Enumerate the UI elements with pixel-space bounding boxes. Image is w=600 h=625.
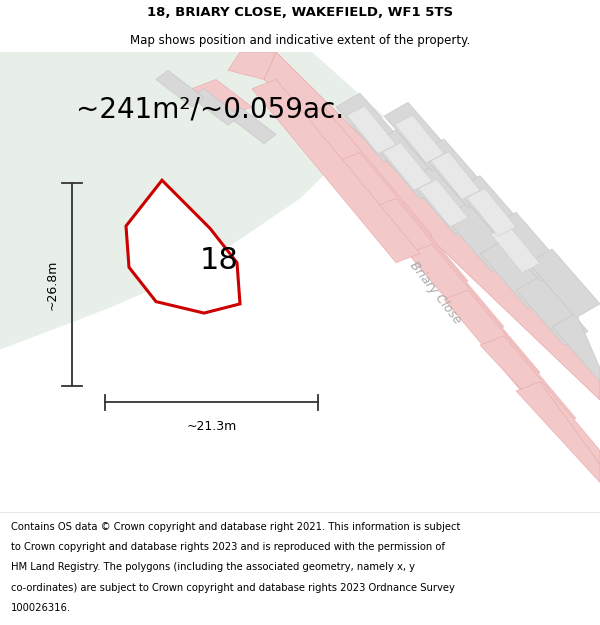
Polygon shape — [491, 225, 540, 272]
Text: Briary Close: Briary Close — [407, 259, 463, 326]
Polygon shape — [372, 130, 444, 199]
Polygon shape — [408, 244, 540, 382]
Polygon shape — [456, 176, 528, 244]
Polygon shape — [431, 152, 480, 199]
Polygon shape — [383, 142, 432, 191]
Polygon shape — [395, 115, 444, 163]
Polygon shape — [516, 382, 600, 482]
Polygon shape — [192, 79, 252, 116]
Polygon shape — [347, 106, 396, 154]
Text: 100026316.: 100026316. — [11, 603, 71, 613]
Polygon shape — [516, 276, 588, 345]
Polygon shape — [228, 52, 276, 79]
Polygon shape — [264, 52, 600, 400]
Polygon shape — [126, 180, 240, 313]
Polygon shape — [0, 52, 384, 350]
Polygon shape — [420, 139, 492, 208]
Text: HM Land Registry. The polygons (including the associated geometry, namely x, y: HM Land Registry. The polygons (includin… — [11, 562, 415, 572]
Polygon shape — [156, 71, 204, 107]
Polygon shape — [552, 313, 600, 382]
Polygon shape — [480, 240, 552, 309]
Polygon shape — [252, 79, 420, 262]
Text: Map shows position and indicative extent of the property.: Map shows position and indicative extent… — [130, 34, 470, 47]
Polygon shape — [444, 203, 516, 272]
Polygon shape — [492, 213, 564, 281]
Polygon shape — [444, 290, 576, 428]
Text: Contains OS data © Crown copyright and database right 2021. This information is : Contains OS data © Crown copyright and d… — [11, 521, 460, 531]
Text: ~26.8m: ~26.8m — [46, 259, 59, 309]
Text: ~241m²/~0.059ac.: ~241m²/~0.059ac. — [76, 95, 344, 123]
Polygon shape — [528, 249, 600, 318]
Polygon shape — [336, 93, 408, 162]
Polygon shape — [228, 107, 276, 144]
Text: co-ordinates) are subject to Crown copyright and database rights 2023 Ordnance S: co-ordinates) are subject to Crown copyr… — [11, 583, 455, 593]
Polygon shape — [372, 199, 504, 336]
Text: to Crown copyright and database rights 2023 and is reproduced with the permissio: to Crown copyright and database rights 2… — [11, 542, 445, 552]
Polygon shape — [419, 179, 468, 227]
Polygon shape — [480, 336, 600, 473]
Polygon shape — [467, 189, 516, 236]
Text: 18, BRIARY CLOSE, WAKEFIELD, WF1 5TS: 18, BRIARY CLOSE, WAKEFIELD, WF1 5TS — [147, 6, 453, 19]
Text: 18: 18 — [200, 246, 238, 275]
Polygon shape — [192, 89, 240, 125]
Polygon shape — [384, 102, 456, 171]
Polygon shape — [300, 107, 432, 244]
Polygon shape — [336, 152, 468, 290]
Polygon shape — [408, 166, 480, 235]
Text: ~21.3m: ~21.3m — [187, 419, 236, 432]
